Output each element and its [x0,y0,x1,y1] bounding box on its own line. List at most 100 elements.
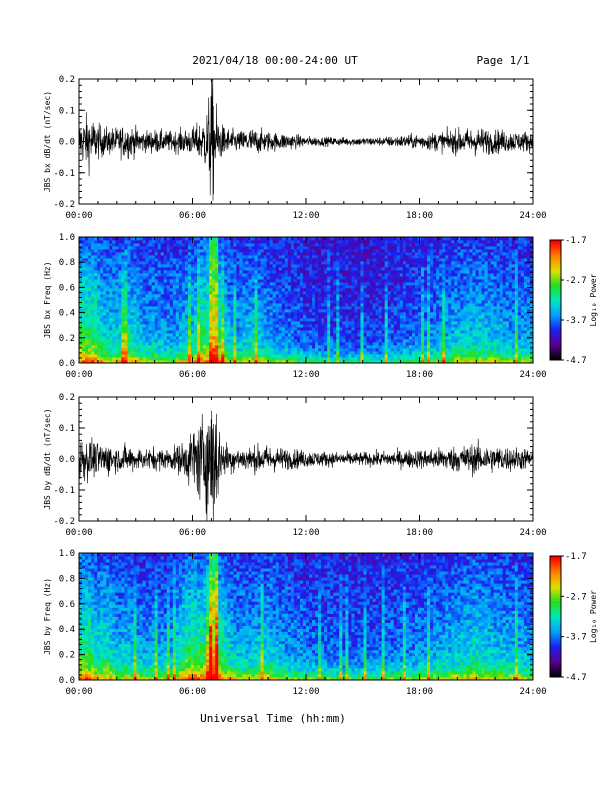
spectrogram-cell [242,318,246,322]
spectrogram-cell [218,273,222,277]
spectrogram-cell [82,303,86,307]
spectrogram-cell [372,321,377,325]
spectrogram-cell [184,303,189,307]
spectrogram-cell [224,303,228,307]
spectrogram-cell [106,237,110,241]
spectrogram-cell [157,246,162,250]
spectrogram-cell [82,360,86,364]
spectrogram-cell [378,309,383,313]
spectrogram-cell [245,240,249,244]
spectrogram-cell [224,306,228,310]
spectrogram-cell [402,300,407,304]
spectrogram-cell [266,339,271,343]
spectrogram-cell [85,303,89,307]
spectrogram-cell [221,261,225,265]
spectrogram-cell [139,360,143,364]
spectrogram-cell [324,237,328,241]
spectrogram-cell [414,306,419,310]
spectrogram-cell [145,342,150,346]
spectrogram-cell [200,243,204,247]
spectrogram-cell [224,285,228,289]
spectrogram-cell [302,327,307,331]
spectrogram-cell [172,249,177,253]
spectrogram-cell [139,294,143,298]
spectrogram-cell [408,354,413,358]
spectrogram-cell [393,282,398,286]
spectrogram-cell [402,237,407,241]
spectrogram-cell [166,237,171,241]
spectrogram-cell [242,339,246,343]
spectrogram-cell [421,345,425,349]
spectrogram-cell [417,330,422,334]
spectrogram-cell [130,360,134,364]
spectrogram-cell [333,324,337,328]
spectrogram-cell [375,291,380,295]
spectrogram-cell [260,321,265,325]
spectrogram-cell [399,327,404,331]
spectrogram-cell [127,243,131,247]
spectrogram-cell [142,243,146,247]
spectrogram-cell [197,252,201,256]
spectrogram-cell [424,246,428,250]
spectrogram-cell [97,348,101,352]
spectrogram-cell [218,270,222,274]
spectrogram-cell [100,270,104,274]
spectrogram-cell [118,336,122,340]
spectrogram-cell [296,351,301,355]
spectrogram-cell [372,330,377,334]
spectrogram-cell [278,282,283,286]
spectrogram-cell [399,336,404,340]
spectrogram-cell [266,354,271,358]
spectrogram-cell [396,294,401,298]
spectrogram-cell [284,315,289,319]
spectrogram-cell [336,348,340,352]
spectrogram-cell [260,336,265,340]
spectrogram-cell [393,243,398,247]
spectrogram-cell [121,252,125,256]
spectrogram-cell [79,270,83,274]
spectrogram-cell [79,297,83,301]
spectrogram-cell [91,249,95,253]
spectrogram-cell [203,291,207,295]
spectrogram-cell [424,321,428,325]
spectrogram-cell [366,315,370,319]
spectrogram-cell [284,282,289,286]
spectrogram-cell [115,351,119,355]
spectrogram-cell [154,345,159,349]
spectrogram-cell [275,297,280,301]
spectrogram-cell [290,330,295,334]
spectrogram-cell [184,261,189,265]
spectrogram-cell [290,333,295,337]
spectrogram-cell [427,270,431,274]
spectrogram-cell [115,327,119,331]
spectrogram-cell [148,345,153,349]
spectrogram-cell [154,288,159,292]
spectrogram-cell [203,315,207,319]
spectrogram-cell [194,345,198,349]
spectrogram-cell [357,318,361,322]
spectrogram-cell [181,309,186,313]
spectrogram-cell [242,258,246,262]
spectrogram-cell [357,351,361,355]
spectrogram-cell [336,309,340,313]
spectrogram-cell [154,294,159,298]
spectrogram-cell [181,270,186,274]
spectrogram-cell [142,294,146,298]
spectrogram-cell [236,351,240,355]
spectrogram-cell [227,285,231,289]
spectrogram-cell [215,336,219,340]
spectrogram-cell [321,282,325,286]
spectrogram-cell [133,243,137,247]
spectrogram-cell [139,267,143,271]
spectrogram-cell [348,342,352,346]
spectrogram-cell [360,330,364,334]
spectrogram-cell [318,327,322,331]
spectrogram-cell [130,291,134,295]
spectrogram-cell [278,303,283,307]
spectrogram-cell [109,351,113,355]
spectrogram-cell [154,279,159,283]
spectrogram-cell [88,273,92,277]
spectrogram-cell [127,327,131,331]
spectrogram-cell [160,252,165,256]
spectrogram-cell [224,348,228,352]
